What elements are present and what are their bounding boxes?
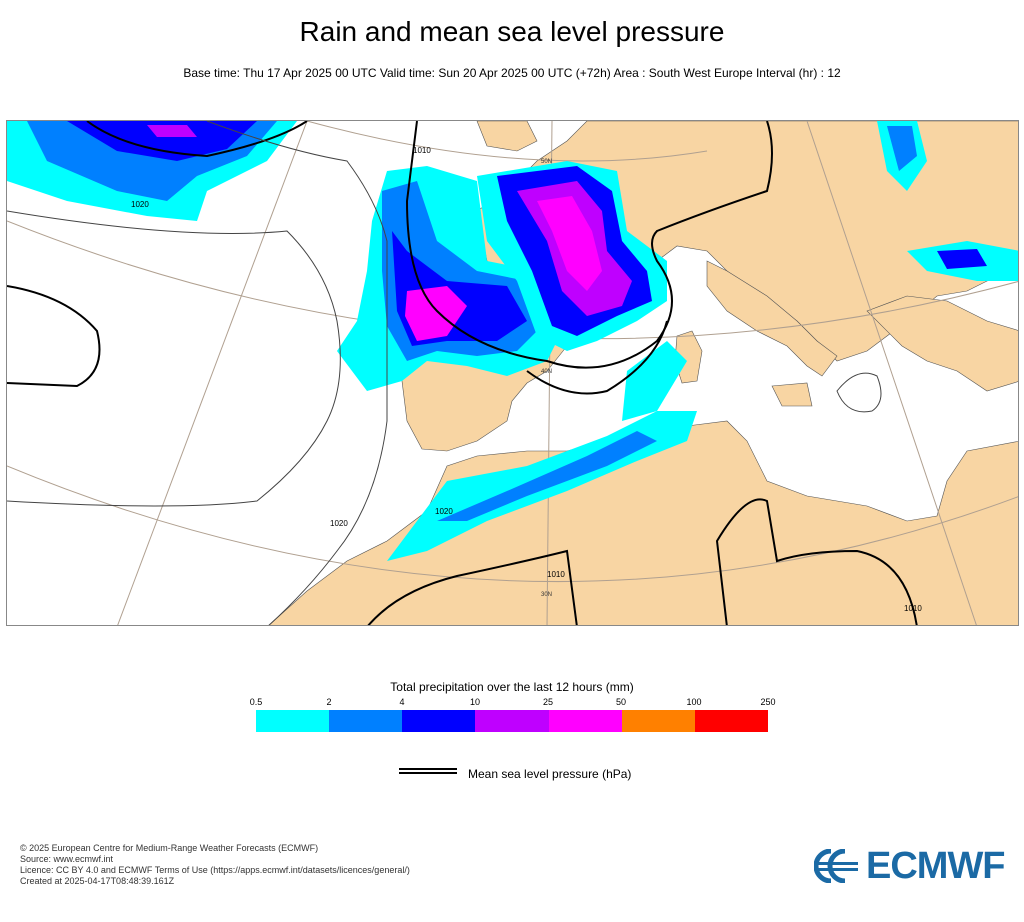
isobars — [7, 121, 918, 625]
legend-swatch — [621, 710, 695, 732]
legend-swatch — [256, 710, 330, 732]
ecmwf-logo-text: ECMWF — [866, 844, 1006, 887]
ecmwf-logo-icon — [814, 849, 858, 883]
legend-colorbar — [256, 710, 768, 732]
footer-line: Licence: CC BY 4.0 and ECMWF Terms of Us… — [20, 865, 410, 875]
land-north-africa — [268, 420, 1018, 625]
graticule — [7, 121, 1018, 625]
isobar-label: 1020 — [330, 519, 348, 528]
legend-tick: 0.5 — [249, 697, 263, 707]
ecmwf-logo: ECMWF — [814, 844, 1014, 887]
isobar-line — [367, 549, 578, 625]
precip-area — [437, 431, 657, 521]
isobar-line — [836, 372, 882, 413]
isobars-thin — [7, 121, 882, 625]
legend-title: Total precipitation over the last 12 hou… — [390, 680, 634, 694]
precip-area — [622, 341, 687, 421]
isobar-line — [715, 498, 918, 625]
latitude-label: 40N — [541, 369, 552, 375]
isobar-label: 1020 — [131, 200, 149, 209]
legend-swatch — [329, 710, 403, 732]
legend-tick: 4 — [399, 697, 405, 707]
isobar-label: 1010 — [547, 570, 565, 579]
precip-area — [537, 196, 602, 291]
legend-tick: 100 — [686, 697, 702, 707]
isobar-label: 1020 — [435, 507, 453, 516]
isobar-line — [526, 320, 668, 395]
parallel-line — [7, 465, 1018, 583]
latitude-label-group: 50N 40N 30N — [541, 159, 552, 598]
footer-line: Created at 2025-04-17T08:48:39.161Z — [20, 876, 175, 886]
legend-tick: 250 — [760, 697, 776, 707]
isobar-line — [206, 121, 388, 625]
forecast-map: 1020 1020 1020 1010 1010 1010 50N 40N 30… — [6, 120, 1019, 626]
meridian-line — [117, 121, 308, 625]
precip-area — [405, 286, 467, 341]
isobar-line — [7, 285, 101, 388]
latitude-label: 30N — [541, 592, 552, 598]
precip-area — [937, 249, 987, 269]
footer-line: Source: www.ecmwf.int — [20, 854, 114, 864]
chart-title: Rain and mean sea level pressure — [299, 16, 725, 47]
legend-swatch — [694, 710, 768, 732]
msl-legend-label: Mean sea level pressure (hPa) — [468, 767, 632, 781]
legend-swatch — [475, 710, 549, 732]
land-italy — [706, 260, 838, 377]
precip-area — [887, 126, 917, 171]
precip-area — [67, 121, 257, 161]
legend-tick: 2 — [326, 697, 332, 707]
isobar-label: 1010 — [904, 604, 922, 613]
land-sicily — [771, 382, 813, 407]
isobar-line — [7, 210, 341, 507]
land-britain — [476, 121, 538, 152]
precipitation-field — [7, 121, 1018, 561]
isobar-line — [86, 121, 308, 158]
footer-line: © 2025 European Centre for Medium-Range … — [20, 843, 319, 853]
land-balkans — [866, 295, 1018, 392]
legend-swatch — [402, 710, 476, 732]
legend-swatch — [548, 710, 622, 732]
precip-area — [147, 125, 197, 137]
parallel-line — [306, 121, 708, 162]
isobar-label: 1010 — [413, 146, 431, 155]
legend-tick: 10 — [469, 697, 481, 707]
isobar-label-group: 1020 1020 1020 1010 1010 1010 — [131, 146, 922, 613]
legend-tick: 25 — [542, 697, 554, 707]
latitude-label: 50N — [541, 159, 552, 165]
meridian-line — [806, 121, 977, 625]
msl-legend-line — [399, 768, 457, 774]
chart-subtitle: Base time: Thu 17 Apr 2025 00 UTC Valid … — [183, 66, 841, 80]
legend-tick: 50 — [615, 697, 627, 707]
footer-credits: © 2025 European Centre for Medium-Range … — [20, 843, 410, 887]
